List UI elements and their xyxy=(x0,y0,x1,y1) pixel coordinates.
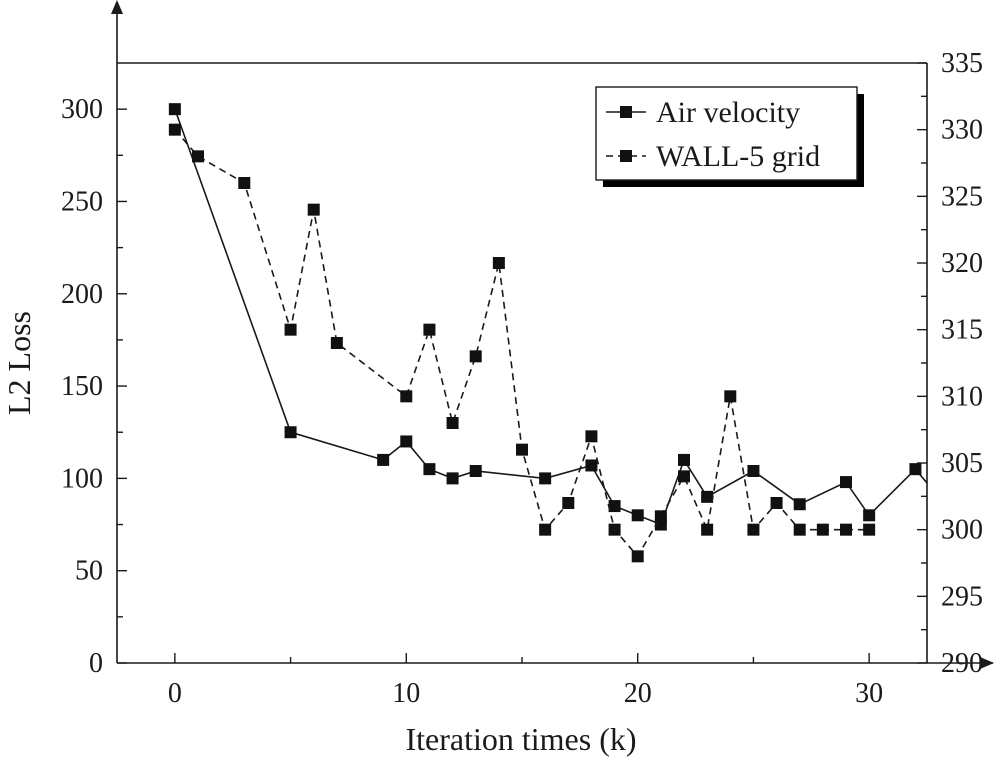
x-tick-label: 0 xyxy=(168,678,182,709)
series-1-point xyxy=(840,476,852,489)
x-tick-label: 10 xyxy=(392,678,420,709)
axes xyxy=(111,0,994,669)
series-2-point xyxy=(307,203,320,216)
series-2-point xyxy=(446,417,459,429)
y2-tick-label: 295 xyxy=(941,581,983,612)
legend-label-1: Air velocity xyxy=(656,96,800,129)
series-2-point xyxy=(516,443,528,456)
y2-tick-label: 330 xyxy=(941,115,983,146)
series-1-point xyxy=(909,463,922,476)
series-2-point xyxy=(840,523,852,536)
series-2-point xyxy=(192,150,204,163)
series-1-point xyxy=(608,500,621,513)
y-tick-label: 100 xyxy=(61,463,103,494)
series-2-point xyxy=(585,430,598,443)
series-1-point xyxy=(423,463,436,476)
series-2-point xyxy=(423,323,436,336)
series-1-point xyxy=(933,491,945,503)
series-1-point xyxy=(469,465,482,477)
legend-box xyxy=(595,86,858,181)
legend: Air velocity WALL-5 grid xyxy=(595,86,864,187)
y-tick-label: 150 xyxy=(61,371,103,402)
y-tick-label: 200 xyxy=(61,279,103,310)
x-axis-title: Iteration times (k) xyxy=(405,721,636,757)
series-1-point xyxy=(793,498,806,511)
series-2-point xyxy=(608,523,621,536)
series-1-point xyxy=(446,472,459,485)
y-tick-label: 300 xyxy=(61,94,103,125)
x-tick-label: 20 xyxy=(624,678,652,709)
series-2-point xyxy=(747,523,760,536)
y-axis-arrow-icon xyxy=(111,0,123,14)
y2-tick-label: 310 xyxy=(941,381,983,412)
x-tick-label: 30 xyxy=(855,678,883,709)
series-2-point xyxy=(238,177,251,189)
series-line-2 xyxy=(174,129,870,558)
series-2-point xyxy=(539,523,552,536)
y-axis-title: L2 Loss xyxy=(1,311,37,415)
series-2-point xyxy=(816,523,829,536)
y-tick-label: 0 xyxy=(89,648,103,679)
series-1-point xyxy=(747,465,760,477)
y2-tick-label: 335 xyxy=(941,48,983,79)
series-1-point xyxy=(168,103,181,116)
series-2-point xyxy=(631,550,644,563)
series-2-point xyxy=(770,497,783,509)
series-1-point xyxy=(585,459,598,472)
tick-labels: 0501001502002503002902953003053103153203… xyxy=(61,48,983,709)
y2-tick-label: 325 xyxy=(941,181,983,212)
series-2-point xyxy=(793,523,806,536)
series-area xyxy=(168,103,945,563)
series-2-point xyxy=(168,123,181,136)
series-2-point xyxy=(863,523,876,536)
series-1-point xyxy=(863,509,876,522)
legend-marker-2 xyxy=(620,150,632,162)
series-1-point xyxy=(701,490,714,503)
series-2-point xyxy=(678,470,690,483)
series-2-point xyxy=(562,497,575,509)
y-tick-label: 250 xyxy=(61,186,103,217)
series-2-point xyxy=(400,390,413,403)
series-1-point xyxy=(678,453,690,466)
legend-marker-1 xyxy=(620,106,632,118)
y2-tick-label: 315 xyxy=(941,315,983,346)
legend-label-2: WALL-5 grid xyxy=(656,140,820,173)
series-2-point xyxy=(724,390,737,403)
series-1-point xyxy=(284,426,297,439)
y2-tick-label: 305 xyxy=(941,448,983,479)
series-1-point xyxy=(539,472,552,485)
series-2-point xyxy=(330,337,343,349)
y2-tick-label: 320 xyxy=(941,248,983,279)
series-1-point xyxy=(400,435,413,448)
y2-tick-label: 300 xyxy=(941,515,983,546)
y2-tick-label: 290 xyxy=(941,648,983,679)
series-2-point xyxy=(284,323,297,336)
series-2-point xyxy=(469,350,482,363)
x-axis-arrow-icon xyxy=(980,657,994,669)
y-tick-label: 50 xyxy=(75,556,103,587)
series-1-point xyxy=(631,509,644,522)
series-2-point xyxy=(654,510,667,523)
series-2-point xyxy=(492,257,505,269)
series-1-point xyxy=(377,453,390,466)
series-2-point xyxy=(701,523,714,536)
